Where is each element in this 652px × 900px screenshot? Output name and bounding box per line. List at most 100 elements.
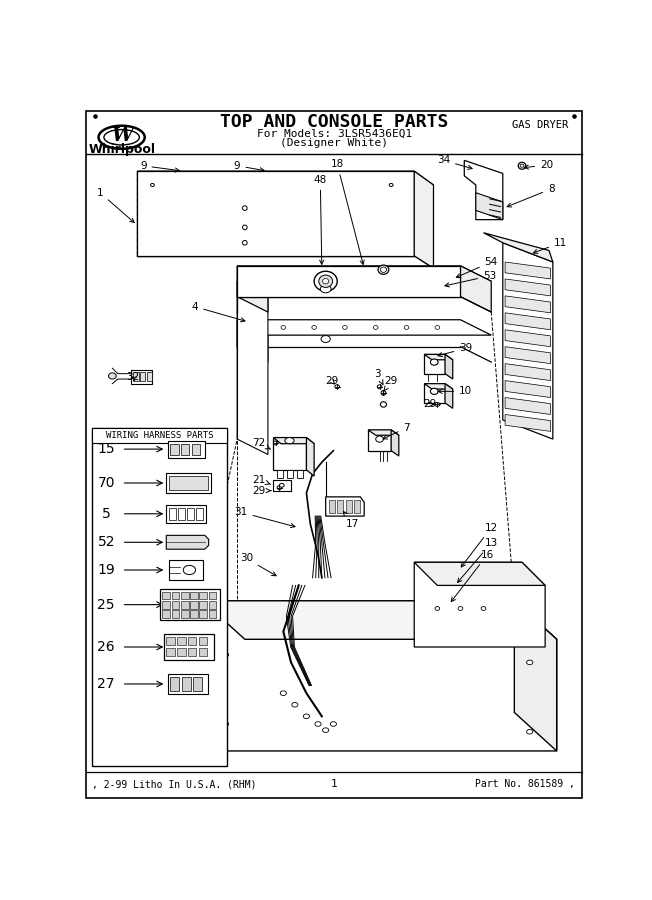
Polygon shape (476, 193, 503, 220)
Bar (209, 610, 216, 617)
Text: 9: 9 (234, 161, 264, 172)
Bar (188, 648, 196, 656)
Polygon shape (368, 430, 391, 451)
Text: 13: 13 (458, 538, 498, 582)
Bar (168, 674, 208, 694)
Polygon shape (505, 415, 550, 431)
Polygon shape (203, 601, 557, 639)
Text: 72: 72 (252, 438, 271, 449)
Text: Whirlpool: Whirlpool (88, 143, 155, 156)
Bar (182, 677, 191, 691)
Text: , 2-99 Litho In U.S.A. (RHM): , 2-99 Litho In U.S.A. (RHM) (93, 779, 257, 789)
Polygon shape (414, 171, 434, 268)
Bar (147, 372, 153, 381)
Polygon shape (424, 383, 452, 389)
Ellipse shape (389, 184, 393, 186)
Text: For Models: 3LSR5436EQ1: For Models: 3LSR5436EQ1 (256, 129, 412, 139)
Text: 16: 16 (451, 550, 494, 601)
Ellipse shape (378, 385, 382, 389)
Ellipse shape (222, 652, 229, 657)
Bar (171, 610, 179, 617)
Ellipse shape (435, 326, 439, 329)
Polygon shape (505, 381, 550, 398)
Polygon shape (505, 262, 550, 279)
Polygon shape (505, 329, 550, 346)
Ellipse shape (312, 326, 316, 329)
Bar (170, 677, 179, 691)
Text: 7: 7 (383, 423, 410, 439)
Text: 19: 19 (97, 563, 115, 577)
Bar (346, 500, 352, 513)
Polygon shape (505, 346, 550, 364)
Bar (170, 444, 179, 454)
Text: 10: 10 (438, 386, 473, 396)
Polygon shape (424, 355, 452, 360)
Bar (177, 648, 186, 656)
Polygon shape (414, 562, 545, 647)
Ellipse shape (292, 702, 298, 707)
Text: 21: 21 (252, 475, 271, 485)
Bar (329, 500, 335, 513)
Bar (162, 591, 170, 599)
Text: Part No. 861589 ,: Part No. 861589 , (475, 779, 574, 789)
Polygon shape (237, 320, 491, 335)
Polygon shape (505, 296, 550, 313)
Polygon shape (368, 430, 399, 436)
Polygon shape (237, 266, 491, 281)
Polygon shape (237, 266, 268, 312)
Bar (164, 634, 214, 660)
Bar (93, 428, 227, 443)
Ellipse shape (404, 326, 409, 329)
Ellipse shape (320, 285, 331, 292)
Bar (196, 508, 203, 520)
Polygon shape (131, 370, 153, 383)
Text: 52: 52 (98, 536, 115, 549)
Polygon shape (137, 171, 434, 185)
Ellipse shape (380, 401, 387, 407)
Ellipse shape (435, 607, 439, 610)
Polygon shape (464, 160, 503, 220)
Ellipse shape (222, 722, 229, 726)
Text: 17: 17 (344, 511, 359, 529)
Ellipse shape (323, 279, 329, 284)
Text: 4: 4 (192, 302, 245, 322)
Text: 15: 15 (97, 442, 115, 456)
Text: 11: 11 (533, 238, 567, 254)
Polygon shape (273, 480, 291, 491)
Ellipse shape (314, 271, 337, 292)
Ellipse shape (435, 402, 439, 407)
Ellipse shape (527, 660, 533, 665)
Ellipse shape (319, 275, 333, 287)
Bar (190, 591, 198, 599)
Text: 32: 32 (126, 373, 139, 382)
Polygon shape (414, 562, 545, 585)
Bar (166, 505, 206, 523)
Polygon shape (273, 437, 314, 444)
Ellipse shape (323, 728, 329, 733)
Polygon shape (505, 364, 550, 381)
Text: 70: 70 (98, 476, 115, 490)
Polygon shape (514, 601, 557, 751)
Ellipse shape (527, 729, 533, 734)
Bar (209, 591, 216, 599)
Ellipse shape (280, 691, 286, 696)
Text: 31: 31 (234, 508, 295, 527)
Bar (190, 601, 198, 608)
Text: 27: 27 (98, 677, 115, 691)
Bar (192, 444, 200, 454)
Bar (170, 476, 208, 490)
Bar (178, 508, 185, 520)
Ellipse shape (277, 486, 282, 490)
Text: 1: 1 (96, 188, 134, 222)
Polygon shape (460, 266, 491, 312)
Bar (166, 473, 211, 493)
Ellipse shape (243, 225, 247, 230)
Text: 29: 29 (252, 486, 271, 496)
Bar (170, 560, 203, 580)
Ellipse shape (374, 326, 378, 329)
Ellipse shape (331, 722, 336, 726)
Polygon shape (424, 355, 445, 374)
Bar (177, 637, 186, 645)
Text: 29: 29 (383, 376, 398, 392)
Ellipse shape (98, 126, 145, 148)
